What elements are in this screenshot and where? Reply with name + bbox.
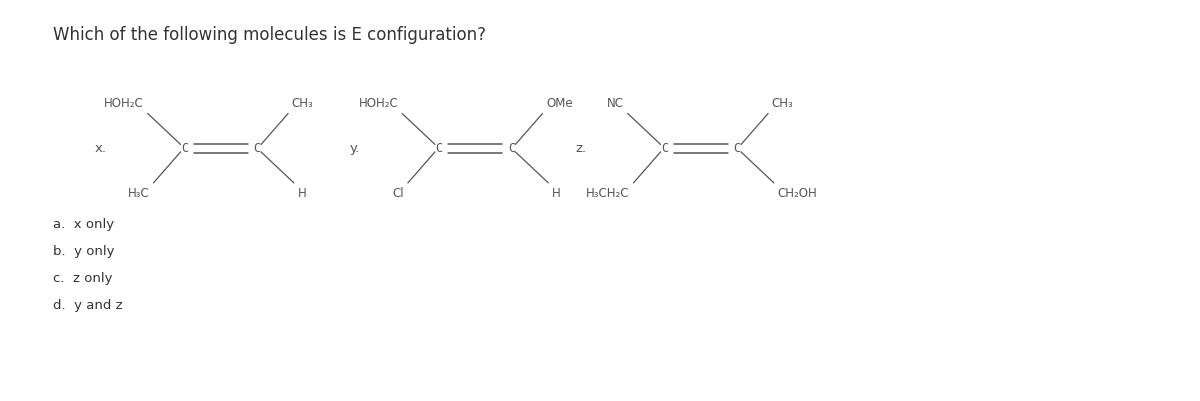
Text: C: C (508, 142, 515, 155)
Text: z.: z. (575, 142, 586, 155)
Text: Cl: Cl (392, 186, 404, 200)
Text: CH₃: CH₃ (772, 97, 793, 110)
Text: H₃CH₂C: H₃CH₂C (587, 186, 630, 200)
Text: a.  x only: a. x only (53, 219, 114, 231)
Text: CH₂OH: CH₂OH (778, 186, 817, 200)
Text: y.: y. (349, 142, 360, 155)
Text: HOH₂C: HOH₂C (104, 97, 144, 110)
Text: C: C (253, 142, 260, 155)
Text: H: H (552, 186, 560, 200)
Text: NC: NC (607, 97, 624, 110)
Text: C: C (733, 142, 740, 155)
Text: OMe: OMe (546, 97, 572, 110)
Text: x.: x. (95, 142, 107, 155)
Text: H: H (298, 186, 306, 200)
Text: d.  y and z: d. y and z (53, 299, 122, 312)
Text: CH₃: CH₃ (292, 97, 313, 110)
Text: H₃C: H₃C (128, 186, 150, 200)
Text: c.  z only: c. z only (53, 272, 113, 285)
Text: C: C (661, 142, 668, 155)
Text: HOH₂C: HOH₂C (359, 97, 398, 110)
Text: b.  y only: b. y only (53, 245, 114, 258)
Text: Which of the following molecules is E configuration?: Which of the following molecules is E co… (53, 26, 486, 44)
Text: C: C (436, 142, 443, 155)
Text: C: C (181, 142, 188, 155)
